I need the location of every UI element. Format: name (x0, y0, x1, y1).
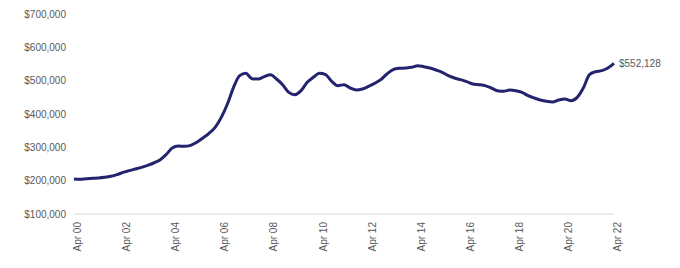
svg-text:$100,000: $100,000 (24, 209, 66, 220)
svg-text:Apr 04: Apr 04 (170, 222, 181, 252)
svg-text:Apr 02: Apr 02 (121, 222, 132, 252)
svg-text:$600,000: $600,000 (24, 42, 66, 53)
svg-text:$200,000: $200,000 (24, 175, 66, 186)
svg-text:$300,000: $300,000 (24, 142, 66, 153)
svg-text:Apr 06: Apr 06 (219, 222, 230, 252)
svg-text:Apr 14: Apr 14 (416, 222, 427, 252)
svg-text:Apr 22: Apr 22 (612, 222, 623, 252)
svg-text:Apr 12: Apr 12 (367, 222, 378, 252)
svg-text:$552,128: $552,128 (619, 58, 661, 69)
svg-text:Apr 00: Apr 00 (72, 222, 83, 252)
svg-text:Apr 20: Apr 20 (563, 222, 574, 252)
svg-text:Apr 18: Apr 18 (514, 222, 525, 252)
svg-text:$400,000: $400,000 (24, 109, 66, 120)
svg-text:Apr 08: Apr 08 (268, 222, 279, 252)
svg-text:Apr 16: Apr 16 (465, 222, 476, 252)
svg-text:$700,000: $700,000 (24, 9, 66, 20)
svg-text:Apr 10: Apr 10 (318, 222, 329, 252)
svg-text:$500,000: $500,000 (24, 75, 66, 86)
